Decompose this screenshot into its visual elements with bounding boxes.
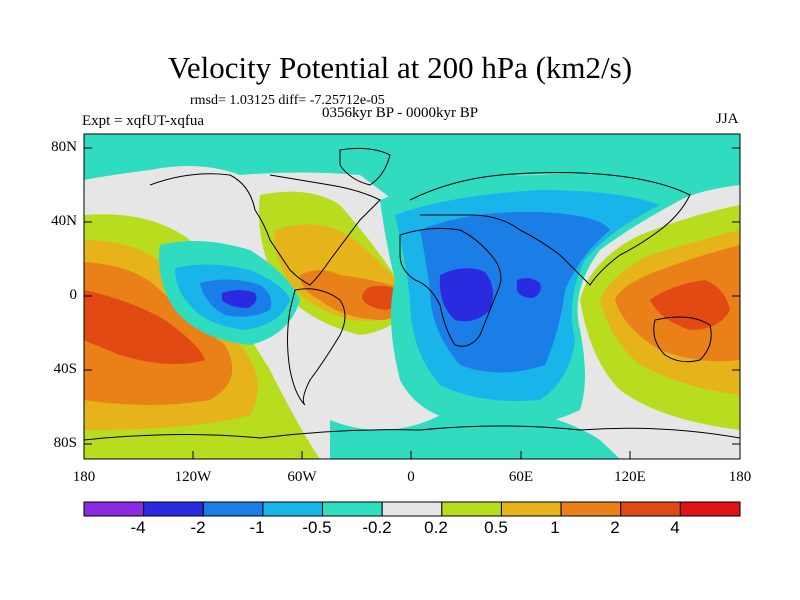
lon-label-120e: 120E xyxy=(614,469,646,485)
north-america-coast xyxy=(149,173,381,286)
colorbar-label: -4 xyxy=(130,518,146,537)
colorbar-label: 4 xyxy=(670,518,680,537)
lon-label-60w: 60W xyxy=(287,469,317,485)
colorbar-swatch xyxy=(262,501,324,517)
lon-label-180e: 180 xyxy=(728,469,752,485)
colorbar-swatch xyxy=(500,501,562,517)
colorbar-swatch xyxy=(381,501,443,517)
colorbar-label: -1 xyxy=(249,518,265,537)
experiment-label: Expt = xqfUT-xqfua xyxy=(82,113,205,129)
eurasia-coast xyxy=(409,172,691,286)
colorbar-swatch xyxy=(620,501,681,517)
lat-label-40n: 40N xyxy=(51,213,77,229)
africa-dark xyxy=(439,268,494,322)
colorbar-swatch xyxy=(679,501,741,517)
lon-label-60e: 60E xyxy=(508,469,534,485)
pacific-red xyxy=(84,290,205,364)
lat-label-80s: 80S xyxy=(53,435,77,451)
colorbar-label: -2 xyxy=(190,518,206,537)
colorbar-label: -0.2 xyxy=(362,518,392,537)
greenland-coast xyxy=(339,147,391,186)
lon-label-120w: 120W xyxy=(174,469,212,485)
eastpacific-dark xyxy=(222,290,257,308)
lon-label-0: 0 xyxy=(407,469,415,485)
colorbar-swatch xyxy=(322,501,383,517)
colorbar xyxy=(83,501,741,517)
colorbar-label: 1 xyxy=(550,518,560,537)
lat-label-0: 0 xyxy=(69,287,78,303)
period-label: 0356kyr BP - 0000kyr BP xyxy=(322,105,479,121)
season-label: JJA xyxy=(716,111,739,127)
colorbar-swatch xyxy=(441,501,502,517)
arctic-band xyxy=(84,134,740,205)
australia-coast xyxy=(653,316,712,363)
lat-label-40s: 40S xyxy=(53,361,77,377)
africa-blue xyxy=(420,211,610,373)
colorbar-swatch xyxy=(83,501,145,517)
colorbar-label: 0.5 xyxy=(484,518,508,537)
colorbar-label: -0.5 xyxy=(302,518,332,537)
colorbar-swatch xyxy=(560,501,622,517)
south-america-coast xyxy=(287,288,346,406)
antarctica-coast xyxy=(84,425,740,441)
colorbar-swatch xyxy=(143,501,204,517)
contour-field xyxy=(84,134,740,459)
coastlines xyxy=(84,147,740,441)
stats-line: rmsd= 1.03125 diff= -7.25712e-05 xyxy=(190,93,385,108)
colorbar-swatch xyxy=(202,501,264,517)
page-title: Velocity Potential at 200 hPa (km2/s) xyxy=(167,50,633,85)
indian-dark xyxy=(517,278,541,298)
axis-ticks xyxy=(84,147,740,459)
lon-label-180w: 180 xyxy=(72,469,96,485)
colorbar-label: 0.2 xyxy=(424,518,448,537)
colorbar-label: 2 xyxy=(610,518,620,537)
africa-coast xyxy=(399,227,502,347)
lat-label-80n: 80N xyxy=(51,139,77,155)
